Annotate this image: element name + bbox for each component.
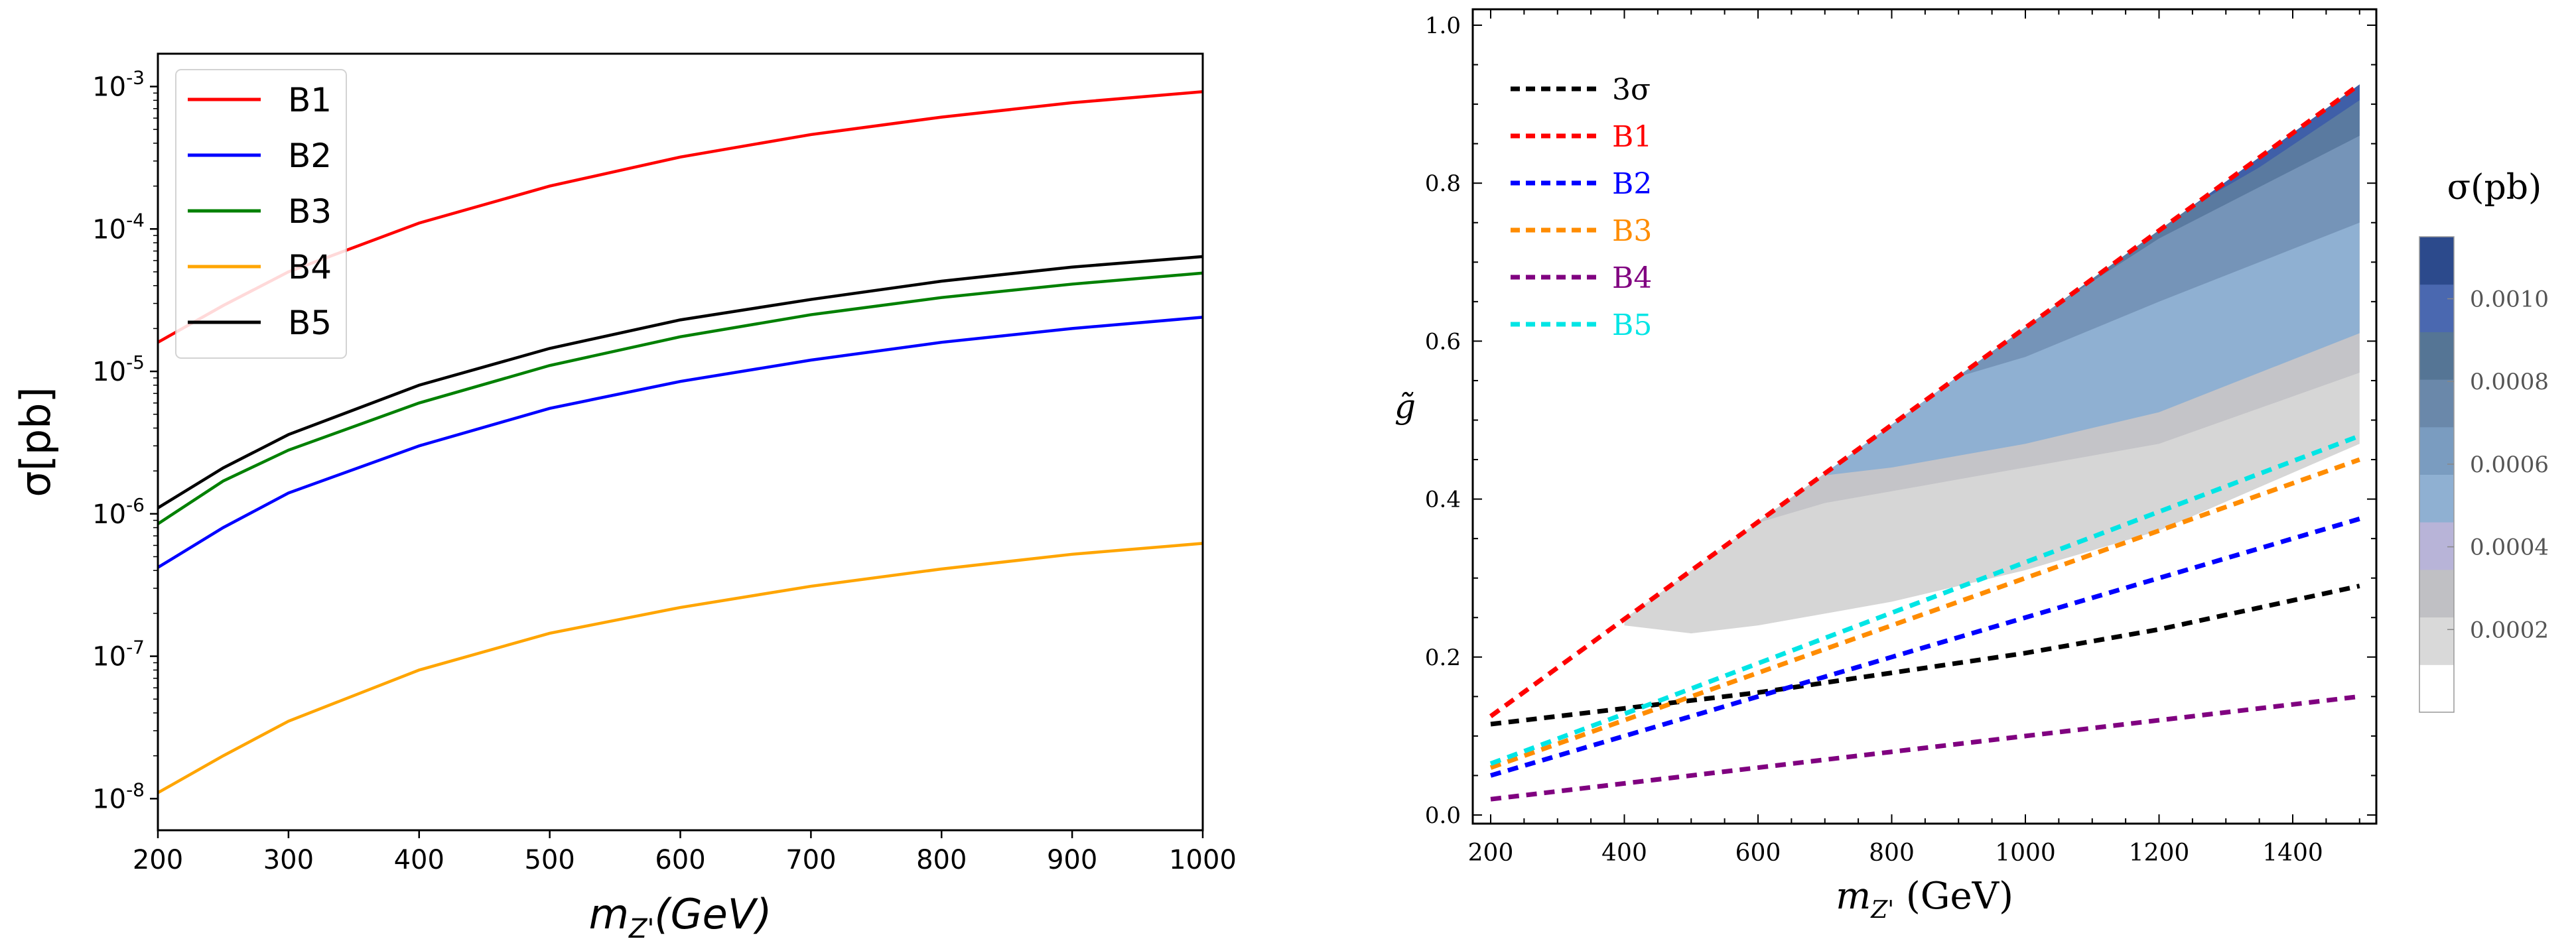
colorbar: 0.0002 0.0004 0.0006 0.0008 0.0010 σ(pb) [2419,168,2549,713]
y-tick-label: 10-6 [92,494,145,530]
x-label-main: m [589,890,629,938]
x-label-sub: Z' [628,914,654,941]
y-tick-exponent: -4 [126,209,145,231]
x-tick-label: 900 [1047,845,1097,875]
x-tick-label: 1400 [2262,840,2323,867]
x-tick-label: 600 [655,845,705,875]
right-chart: 200 400 600 800 1000 1200 1400 0.0 0.2 0.4 0.6 0.8 1… [1394,8,2549,924]
x-label-rest: (GeV) [1894,875,2013,918]
y-tick-label: 10-4 [92,209,145,245]
legend-label: B1 [288,81,332,119]
legend: 3σ B1 B2 B3 B4 B5 [1511,73,1652,342]
y-tick-label: 1.0 [1425,13,1461,39]
colorbar-segment [2419,379,2454,428]
y-tick-base: 10 [92,72,126,102]
legend-label: B3 [1612,214,1652,248]
legend-label: B1 [1612,120,1652,154]
y-tick-base: 10 [92,642,126,672]
legend-label: B4 [288,248,332,286]
y-tick-label: 10-3 [92,66,145,102]
y-tick-label: 0.0 [1425,802,1461,829]
x-tick-label: 400 [394,845,444,875]
colorbar-segment [2419,474,2454,523]
legend-label: B3 [288,192,332,231]
dashed-line-b1 [1489,82,2361,718]
legend-label: B5 [1612,308,1652,342]
colorbar-segment [2419,284,2454,332]
colorbar-tick-label: 0.0004 [2470,534,2549,561]
y-axis-label: σ[pb] [11,387,60,497]
y-tick-label: 10-7 [92,637,145,672]
y-tick-exponent: -8 [126,779,145,800]
left-chart: 200 300 400 500 600 700 800 900 100010-810-710-6… [11,52,1237,941]
x-tick-label: 800 [916,845,967,875]
y-tick-label: 10-5 [92,351,145,387]
y-tick-exponent: -6 [126,494,145,516]
dashed-line-b3 [1489,457,2360,770]
x-tick-label: 200 [1468,840,1514,867]
x-tick-label: 400 [1601,840,1647,867]
x-tick-label: 1000 [1169,845,1237,875]
x-label-rest: (GeV) [654,890,772,938]
y-axis-label: g̃ [1394,387,1416,426]
x-tick-label: 700 [785,845,836,875]
y-tick-label: 0.6 [1425,328,1461,355]
legend-box [175,69,347,359]
colorbar-title: σ(pb) [2447,168,2542,208]
series-line-b5 [157,255,1203,509]
x-tick-label: 300 [263,845,314,875]
legend-label: B5 [288,304,332,342]
colorbar-segment [2419,237,2454,285]
x-tick-label: 200 [133,845,183,875]
y-tick-base: 10 [92,214,126,245]
legend-label: B4 [1612,261,1652,295]
x-tick-label: 600 [1735,840,1781,867]
y-tick-label: 10-8 [92,779,145,814]
legend-label: 3σ [1612,73,1651,107]
x-axis-label: mZ' (GeV) [1836,875,2013,924]
legend: B1 B2 B3 B4 B5 [175,69,347,359]
x-tick-label: 1200 [2129,840,2190,867]
x-axis-label: mZ'(GeV) [589,890,772,941]
dashed-line-b4 [1490,694,2360,802]
y-tick-exponent: -3 [126,66,145,88]
colorbar-frame [2419,236,2455,713]
x-tick-label: 500 [524,845,575,875]
x-tick-label: 1000 [1995,840,2056,867]
colorbar-segment [2419,522,2454,570]
x-tick-label: 800 [1869,840,1915,867]
legend-label: B2 [1612,167,1652,201]
y-tick-exponent: -5 [126,351,145,373]
colorbar-segment [2419,569,2454,618]
series-line-b4 [157,542,1203,794]
colorbar-tick-label: 0.0010 [2470,286,2549,313]
dashed-line-3sigma [1490,584,2360,727]
y-tick-base: 10 [92,357,126,387]
colorbar-tick-label: 0.0008 [2470,369,2549,395]
y-tick-base: 10 [92,784,126,814]
y-tick-label: 0.8 [1425,170,1461,197]
colorbar-segment [2419,664,2454,713]
colorbar-tick-label: 0.0002 [2470,617,2549,643]
colorbar-segment [2419,426,2454,475]
colorbar-segment [2419,332,2454,380]
colorbar-segment [2419,617,2454,665]
x-label-main: m [1836,875,1871,918]
x-label-sub: Z' [1870,897,1894,924]
legend-label: B2 [288,137,332,175]
y-tick-exponent: -7 [126,637,145,659]
y-tick-base: 10 [92,499,126,530]
dashed-line-b2 [1490,517,2360,778]
colorbar-tick-label: 0.0006 [2470,452,2549,478]
y-tick-label: 0.4 [1425,487,1461,513]
y-tick-label: 0.2 [1425,645,1461,671]
series-line-b3 [157,271,1203,525]
series-line-b2 [157,316,1203,569]
